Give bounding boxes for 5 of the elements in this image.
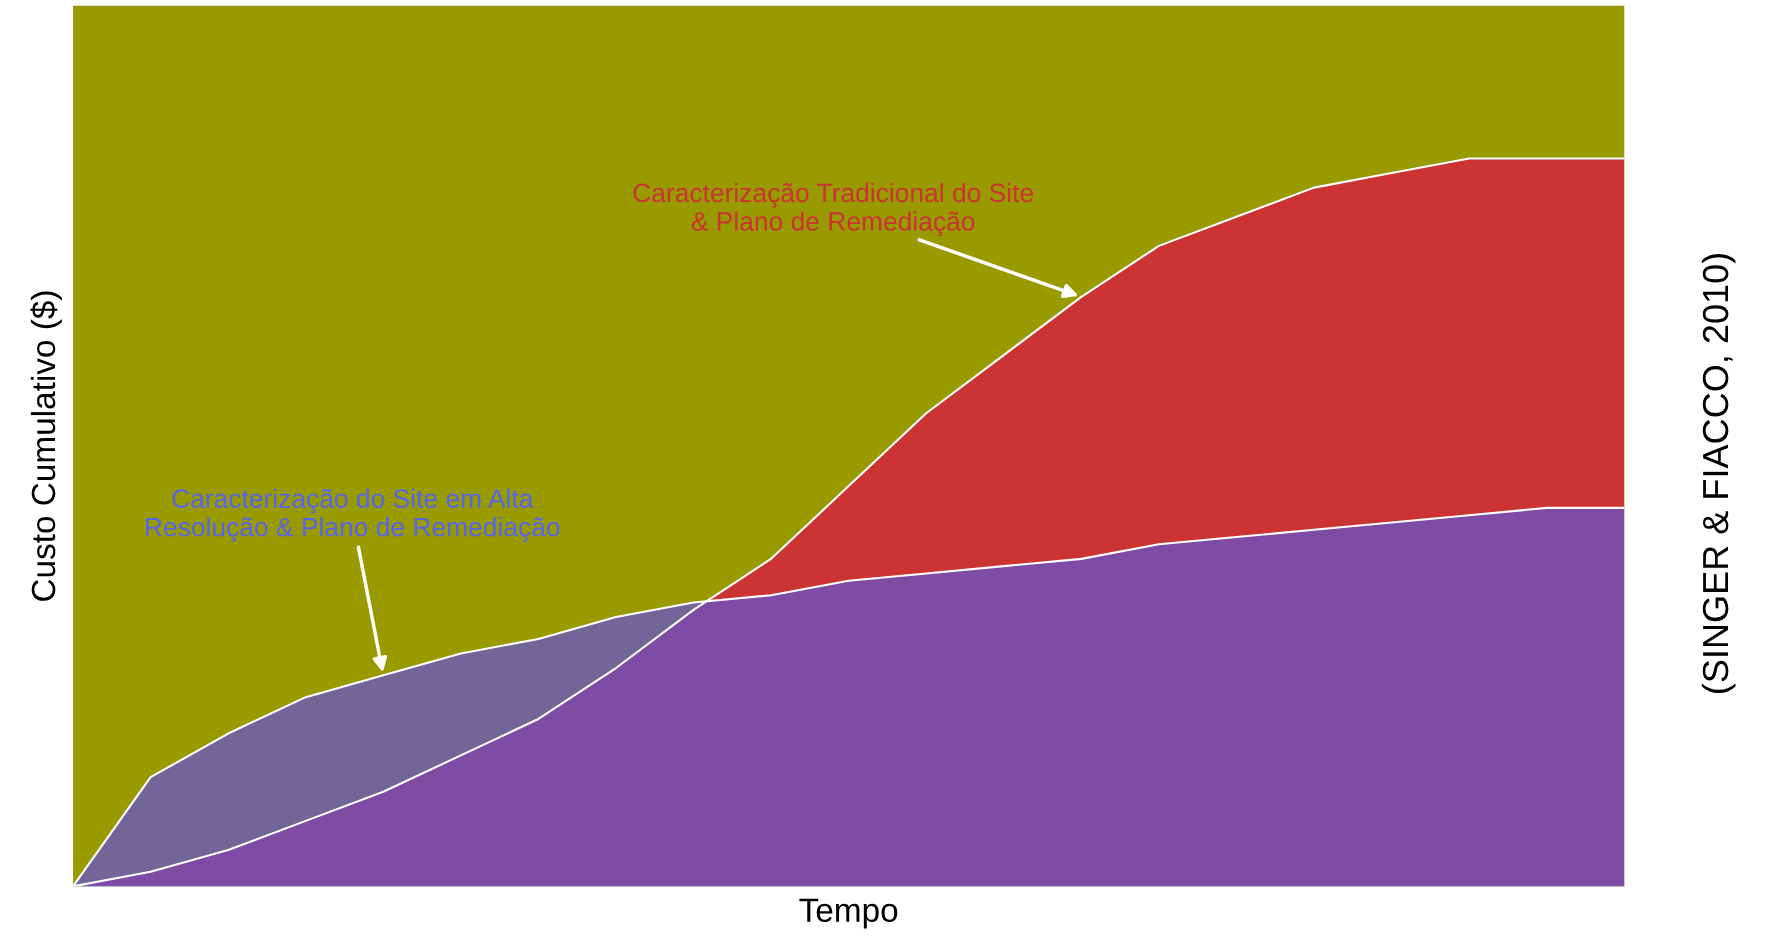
text: (SINGER & FIACCO, 2010) bbox=[1701, 254, 1736, 693]
text: Caracterização do Site em Alta Resolução & Plano de Remediação bbox=[146, 488, 560, 542]
x-axis-title: Tempo bbox=[799, 898, 898, 929]
y-axis-title: Custo Cumulativo ($) bbox=[30, 291, 62, 601]
text: Caracterização Tradicional do Site & Plano de Remediação bbox=[633, 182, 1033, 237]
